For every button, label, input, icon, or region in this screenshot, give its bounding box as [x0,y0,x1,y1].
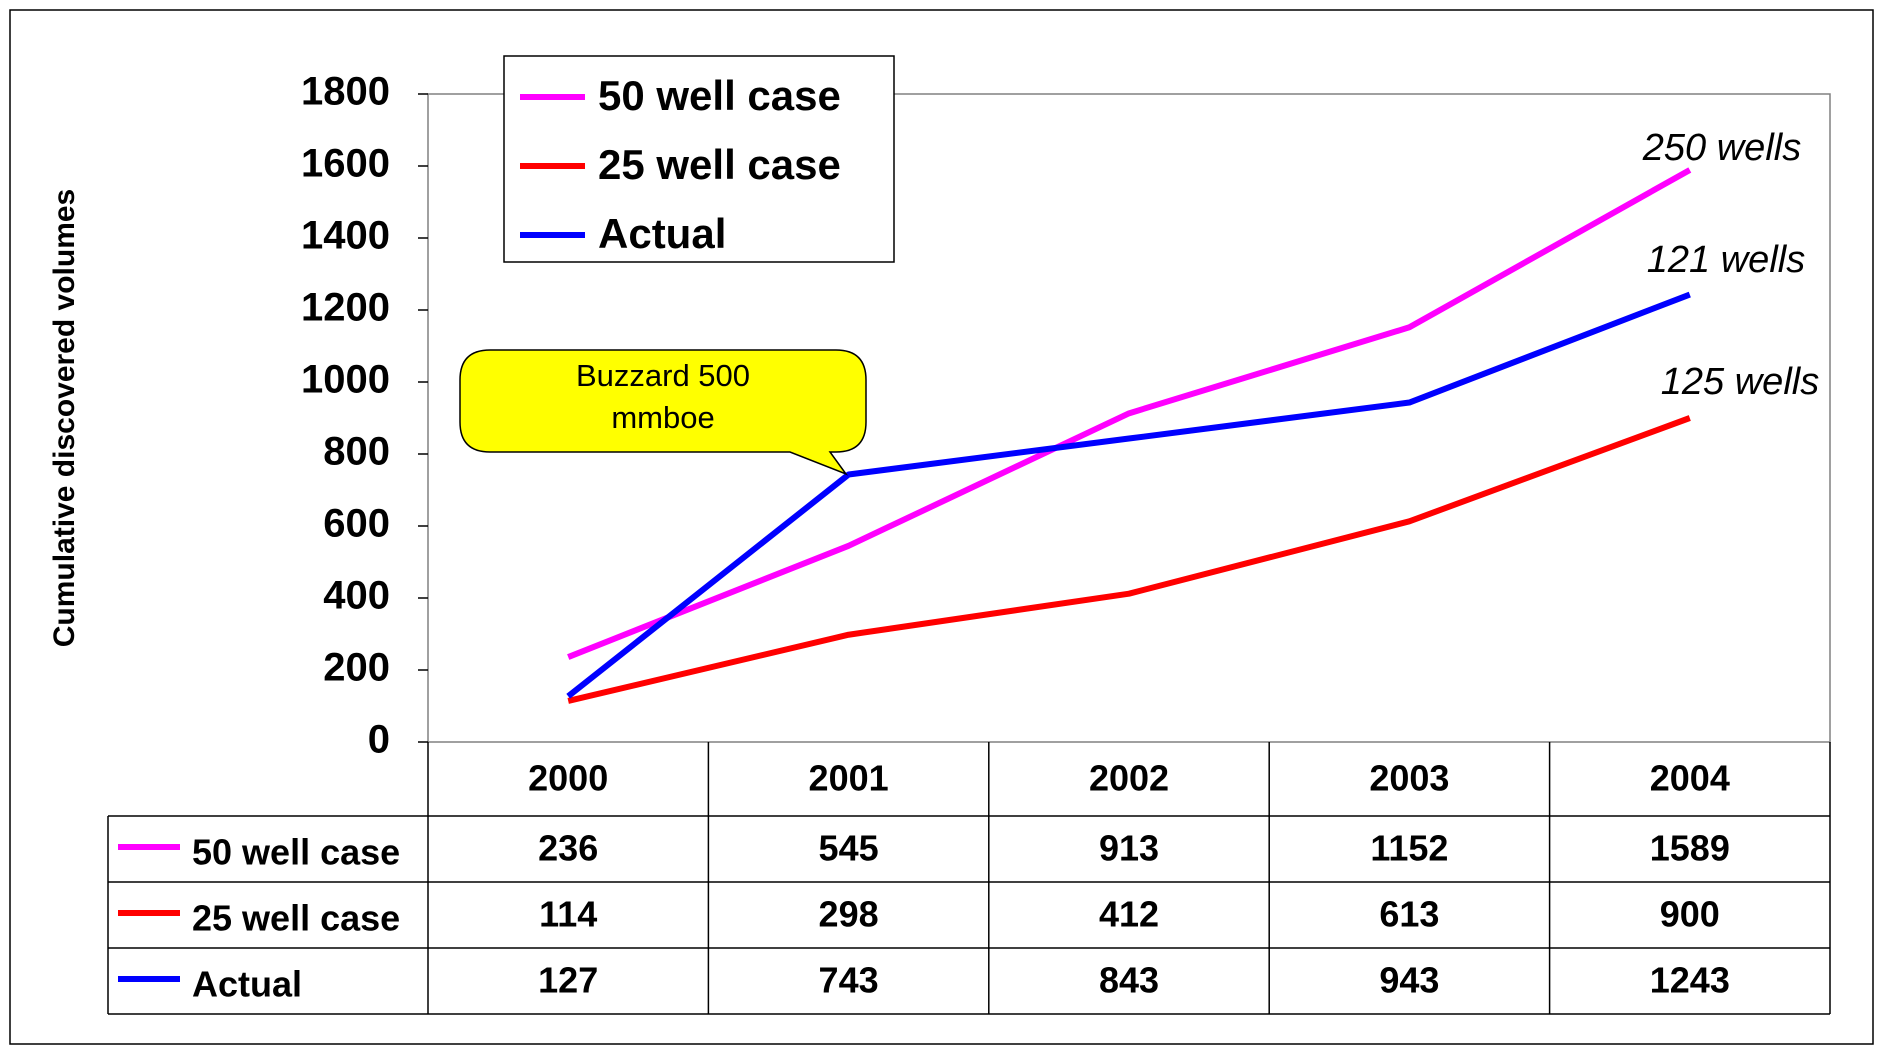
table-value: 913 [1099,828,1159,869]
legend-label: Actual [598,210,726,257]
y-tick-label: 1600 [301,142,390,186]
x-tick-label: 2001 [809,758,889,799]
table-value: 743 [819,960,879,1001]
table-value: 943 [1379,960,1439,1001]
y-tick-label: 0 [368,718,390,762]
table-value: 1589 [1650,828,1730,869]
callout-text: Buzzard 500 mmboe [575,358,751,435]
x-tick-label: 2000 [528,758,608,799]
y-axis-label: Cumulative discovered volumes [48,189,81,648]
series-line [567,415,1691,704]
y-tick-label: 800 [323,430,390,474]
x-tick-label: 2003 [1369,758,1449,799]
table-value: 843 [1099,960,1159,1001]
legend-box [503,55,895,263]
y-tick-label: 200 [323,646,390,690]
table-value: 127 [538,960,598,1001]
frame [9,9,1874,1045]
x-tick-label: 2002 [1089,758,1169,799]
y-tick-label: 400 [323,574,390,618]
y-tick-label: 1400 [301,214,390,258]
table-value: 545 [819,828,879,869]
series-line [567,167,1692,660]
table-value: 114 [539,894,597,935]
annotation: 121 wells [1647,239,1805,281]
legend-label: 25 well case [598,141,841,188]
y-tick-label: 1200 [301,286,390,330]
callout-bubble [459,349,867,476]
table-value: 1152 [1370,828,1448,869]
table-value: 412 [1099,894,1159,935]
table-row-label: 50 well case [192,832,400,873]
table-value: 613 [1379,894,1439,935]
x-tick-label: 2004 [1650,758,1730,799]
annotation: 250 wells [1642,127,1801,169]
y-tick-label: 1000 [301,358,390,402]
series-line [566,291,1691,699]
callout-box: Buzzard 500 mmboe [575,358,751,435]
y-tick-label: 1800 [301,70,390,114]
annotation: 125 wells [1661,361,1819,403]
table-row-label: 25 well case [192,898,400,939]
y-tick-label: 600 [323,502,390,546]
plot-area [427,93,1831,743]
table-value: 1243 [1650,960,1730,1001]
table-value: 236 [538,828,598,869]
table-value: 900 [1660,894,1720,935]
legend-label: 50 well case [598,72,841,119]
table-value: 298 [819,894,879,935]
table-row-label: Actual [192,964,302,1005]
